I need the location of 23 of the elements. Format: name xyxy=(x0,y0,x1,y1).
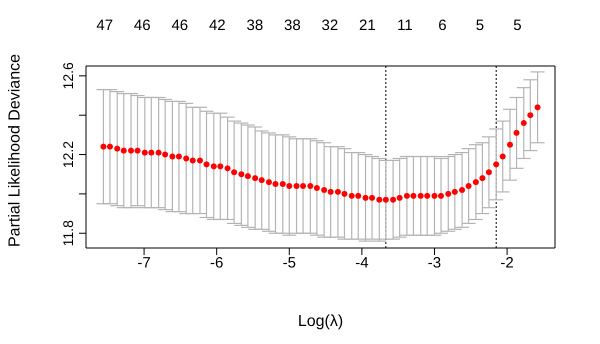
text: 32 xyxy=(322,17,338,34)
text: 42 xyxy=(208,17,226,34)
text: 5 xyxy=(513,17,522,34)
x-tick-label: -5 xyxy=(282,254,296,272)
text: 21 xyxy=(359,17,376,34)
x-tick-label: -3 xyxy=(428,254,442,272)
text: 46 xyxy=(134,17,151,34)
x-tick-label: -4 xyxy=(355,254,369,272)
x-axis-title: Log(λ) xyxy=(298,313,344,330)
y-tick-label: 12.2 xyxy=(60,140,76,168)
text: 38 xyxy=(246,17,264,34)
x-tick-label: -6 xyxy=(210,254,224,272)
text: 46 xyxy=(171,17,188,34)
text: 47 xyxy=(96,17,114,34)
y-tick-label: 12.6 xyxy=(60,62,76,90)
x-tick-label: -7 xyxy=(137,254,151,272)
text: 38 xyxy=(284,17,301,34)
y-axis-title: Partial Likelihood Deviance xyxy=(6,54,24,247)
text: 6 xyxy=(438,17,447,34)
text: 11 xyxy=(397,17,413,34)
y-tick-label: 11.8 xyxy=(60,220,76,246)
x-tick-label: -2 xyxy=(500,254,514,272)
text: 5 xyxy=(476,17,484,34)
